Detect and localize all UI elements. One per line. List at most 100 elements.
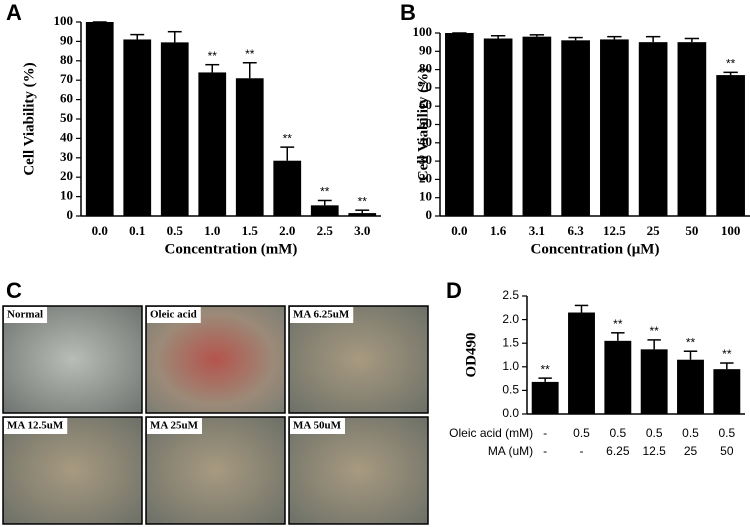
y-tick-label: 40: [419, 134, 432, 149]
image-label: MA 50uM: [293, 420, 342, 432]
label-box: [290, 418, 345, 434]
image-label: MA 12.5uM: [7, 420, 64, 432]
micrograph: [145, 305, 286, 414]
bar: [713, 369, 741, 414]
image-label: Normal: [7, 309, 43, 321]
bar: [123, 39, 152, 217]
y-tick-label: 50: [60, 110, 73, 125]
row-value: 0.5: [609, 426, 626, 440]
bar: [483, 38, 513, 216]
panel-letter: C: [6, 278, 22, 303]
row-value: 0.5: [646, 426, 663, 440]
row-name: Oleic acid (mM): [449, 426, 533, 440]
y-tick-label: 30: [60, 149, 73, 164]
row-value: -: [580, 444, 584, 458]
significance: **: [726, 57, 736, 71]
significance: **: [208, 49, 218, 63]
y-tick-label: 0: [426, 207, 433, 222]
significance: **: [320, 185, 330, 199]
row-value: 25: [684, 444, 698, 458]
y-tick-label: 90: [419, 42, 432, 57]
bar: [85, 22, 114, 216]
row-value: -: [543, 444, 547, 458]
bar: [445, 33, 474, 216]
image-label: MA 6.25uM: [293, 309, 350, 321]
significance: **: [245, 47, 255, 61]
y-tick-label: 100: [54, 13, 74, 28]
label-box: [4, 307, 48, 323]
bar: [273, 160, 302, 216]
significance: **: [283, 131, 293, 145]
x-axis-label: Concentration (μM): [531, 241, 660, 257]
panel-letter: B: [400, 0, 416, 25]
x-tick-label: 0.1: [129, 223, 145, 238]
row-value: 6.25: [606, 444, 630, 458]
x-tick-label: 2.0: [279, 223, 295, 238]
row-value: 50: [720, 444, 734, 458]
y-tick-label: 0.0: [502, 406, 519, 420]
label-box: [147, 418, 202, 434]
x-tick-label: 50: [685, 223, 698, 238]
y-axis-label: OD490: [463, 333, 479, 378]
y-tick-label: 80: [419, 61, 432, 76]
y-tick-label: 60: [419, 97, 432, 112]
x-tick-label: 25: [647, 223, 661, 238]
bar: [677, 359, 704, 414]
micrograph: [2, 416, 143, 525]
bar: [531, 381, 559, 414]
bar: [561, 40, 590, 216]
x-tick-label: 0.0: [451, 223, 467, 238]
x-tick-label: 1.5: [242, 223, 259, 238]
row-value: 12.5: [642, 444, 666, 458]
bar: [604, 340, 632, 414]
x-tick-label: 1.6: [490, 223, 507, 238]
x-tick-label: 3.1: [529, 223, 545, 238]
y-tick-label: 70: [60, 71, 73, 86]
image-label: MA 25uM: [150, 420, 199, 432]
bar: [677, 42, 707, 217]
label-box: [290, 307, 354, 323]
micrograph: [288, 305, 429, 414]
bar: [310, 205, 339, 216]
bar: [235, 78, 264, 216]
row-value: 0.5: [573, 426, 590, 440]
y-axis-label: Cell Viability (%): [21, 62, 37, 175]
x-axis-label: Concentration (mM): [165, 241, 298, 257]
y-axis-label: Cell Viability (%): [415, 68, 431, 181]
image-label: Oleic acid: [150, 309, 197, 321]
bar: [716, 75, 745, 216]
y-tick-label: 0.5: [502, 383, 519, 397]
row-value: 0.5: [682, 426, 699, 440]
x-tick-label: 1.0: [204, 223, 220, 238]
y-tick-label: 80: [60, 52, 73, 67]
y-tick-label: 2.5: [502, 288, 519, 302]
row-name: MA (uM): [488, 444, 533, 458]
y-tick-label: 10: [419, 189, 432, 204]
significance: **: [649, 324, 659, 338]
micrograph: [145, 416, 286, 525]
y-tick-label: 90: [60, 32, 73, 47]
bar: [638, 42, 668, 217]
row-value: 0.5: [718, 426, 735, 440]
y-tick-label: 30: [419, 152, 432, 167]
bar: [522, 36, 552, 216]
x-tick-label: 12.5: [603, 223, 626, 238]
y-tick-label: 0: [67, 207, 74, 222]
x-tick-label: 2.5: [317, 223, 334, 238]
y-tick-label: 70: [419, 79, 432, 94]
bar: [348, 213, 377, 216]
y-tick-label: 100: [413, 24, 433, 39]
significance: **: [686, 335, 696, 349]
significance: **: [722, 347, 732, 361]
y-tick-label: 2.0: [502, 312, 519, 326]
bar: [600, 39, 629, 216]
significance: **: [358, 194, 368, 208]
y-tick-label: 40: [60, 129, 73, 144]
bar: [568, 312, 595, 414]
x-tick-label: 3.0: [354, 223, 370, 238]
row-value: -: [543, 426, 547, 440]
label-box: [4, 418, 68, 434]
y-tick-label: 50: [419, 115, 432, 130]
x-tick-label: 6.3: [568, 223, 585, 238]
